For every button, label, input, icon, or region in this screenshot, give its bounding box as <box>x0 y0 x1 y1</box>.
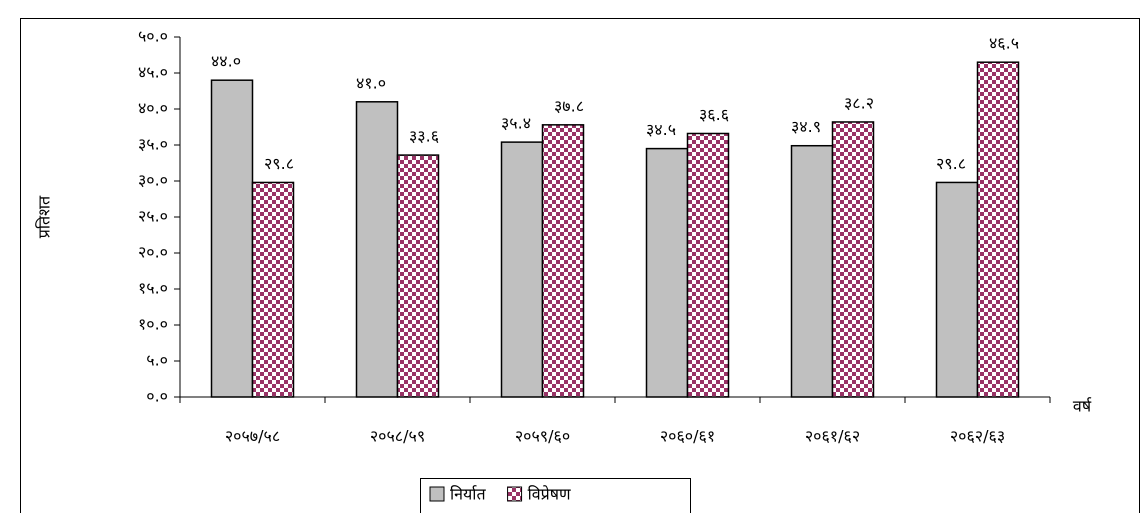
bar <box>210 79 254 398</box>
bar <box>500 141 544 398</box>
legend-swatch <box>429 486 445 502</box>
x-axis-label: वर्ष <box>1073 397 1092 416</box>
data-label: ४६.५ <box>989 34 1019 53</box>
y-tick-label: १०.० <box>138 315 168 334</box>
bar <box>935 181 979 398</box>
x-tick-label: २०६१/६२ <box>805 427 860 446</box>
y-axis-label: प्रतिशत <box>35 195 54 238</box>
y-tick-label: २०.० <box>138 243 168 262</box>
bar <box>396 154 440 398</box>
y-tick-label: १५.० <box>138 279 168 298</box>
y-tick-label: ५.० <box>146 351 168 370</box>
bar <box>645 147 689 398</box>
data-label: ३५.४ <box>501 114 531 133</box>
data-label: ३६.६ <box>699 105 729 124</box>
y-tick-label: ४०.० <box>138 99 168 118</box>
data-label: ३८.२ <box>844 93 874 112</box>
bar <box>790 144 834 398</box>
y-tick-label: ०.० <box>146 387 168 406</box>
x-tick-label: २०५७/५८ <box>225 427 280 446</box>
x-tick-label: २०६२/६३ <box>950 427 1005 446</box>
legend-swatch <box>507 486 523 502</box>
data-label: ३४.९ <box>791 117 821 136</box>
data-label: २९.८ <box>936 154 966 173</box>
bar <box>686 132 730 398</box>
y-tick-label: ३५.० <box>138 135 168 154</box>
y-tick-label: ५०.० <box>138 27 168 46</box>
legend-label: निर्यात <box>450 485 486 504</box>
y-tick-label: २५.० <box>138 207 168 226</box>
bar <box>541 124 585 398</box>
bar <box>355 101 399 398</box>
data-label: ३४.५ <box>646 120 676 139</box>
y-tick-label: ३०.० <box>138 171 168 190</box>
legend-box <box>420 478 691 513</box>
bar <box>831 121 875 398</box>
data-label: ३७.८ <box>554 96 584 115</box>
y-tick-label: ४५.० <box>138 63 168 82</box>
data-label: ४४.० <box>211 52 241 71</box>
legend-label: विप्रेषण <box>528 485 571 504</box>
x-tick-label: २०५९/६० <box>515 427 570 446</box>
data-label: २९.८ <box>264 154 294 173</box>
data-label: ३३.६ <box>409 127 439 146</box>
bar <box>251 181 295 398</box>
bar <box>976 61 1020 398</box>
frame <box>20 18 1140 513</box>
x-tick-label: २०५८/५९ <box>370 427 425 446</box>
x-tick-label: २०६०/६१ <box>660 427 715 446</box>
data-label: ४१.० <box>356 73 386 92</box>
